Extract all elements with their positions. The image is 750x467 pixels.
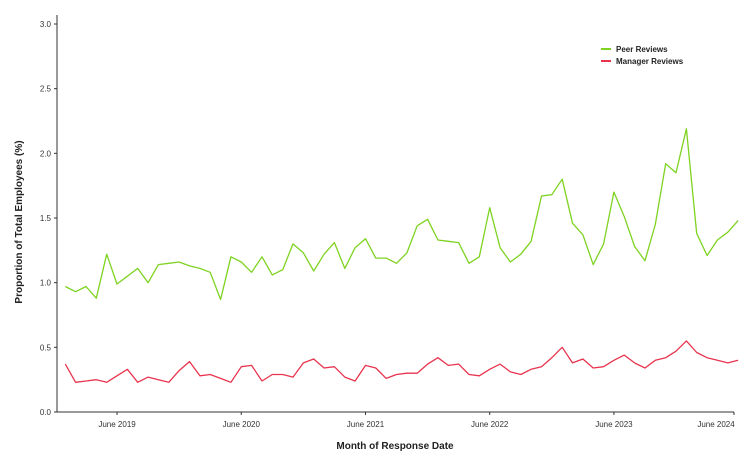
legend: Peer Reviews Manager Reviews — [601, 45, 684, 66]
series-line-peer-reviews — [65, 128, 739, 301]
x-tick-label: June 2019 — [98, 420, 136, 429]
y-tick-label: 1.5 — [40, 214, 52, 223]
x-tick-label: June 2022 — [471, 420, 509, 429]
x-tick-label: June 2021 — [347, 420, 385, 429]
x-ticks: June 2019 June 2020 June 2021 June 2022 June… — [98, 412, 735, 429]
y-tick-label: 2.0 — [40, 149, 52, 158]
y-tick-label: 0.0 — [40, 408, 52, 417]
x-axis-title: Month of Response Date — [336, 441, 454, 452]
y-tick-label: 2.5 — [40, 85, 52, 94]
series-lines — [64, 128, 739, 383]
legend-label-peer-reviews: Peer Reviews — [616, 45, 668, 54]
y-tick-label: 1.0 — [40, 279, 52, 288]
series-line-manager-reviews — [64, 340, 739, 383]
y-tick-label: 0.5 — [40, 343, 52, 352]
y-tick-label: 3.0 — [40, 20, 52, 29]
axes — [56, 15, 734, 413]
y-axis-title: Proportion of Total Employees (%) — [14, 140, 25, 303]
x-tick-label: June 2024 — [697, 420, 735, 429]
legend-label-manager-reviews: Manager Reviews — [616, 57, 684, 66]
y-ticks: 0.0 0.5 1.0 1.5 2.0 2.5 3.0 — [40, 20, 57, 417]
x-tick-label: June 2020 — [223, 420, 261, 429]
x-tick-label: June 2023 — [595, 420, 633, 429]
